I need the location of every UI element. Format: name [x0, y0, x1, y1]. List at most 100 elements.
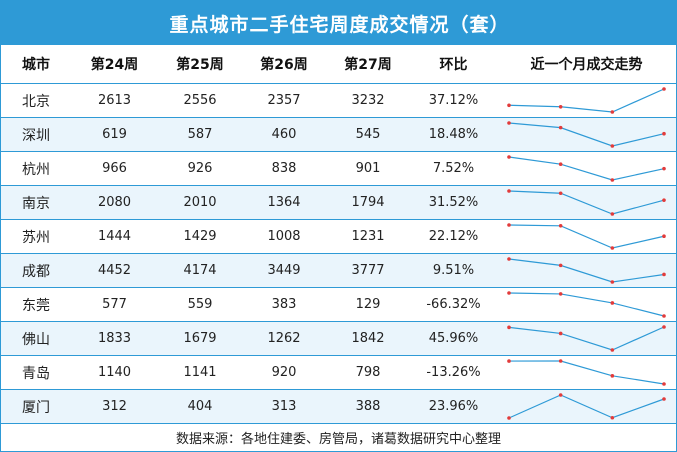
sparkline — [507, 189, 666, 216]
sparkline-point — [558, 359, 563, 363]
data-table: 城市 第24周 第25周 第26周 第27周 环比 近一个月成交走势 北京 261… — [1, 45, 676, 424]
sparkline-point — [558, 162, 563, 166]
city-cell: 南京 — [1, 185, 71, 220]
city-cell: 青岛 — [1, 355, 71, 390]
sparkline — [507, 393, 666, 420]
sparkline-point — [662, 397, 666, 401]
sparkline-point — [507, 103, 511, 108]
week-value-cell: 2010 — [158, 185, 242, 220]
week-value-cell: 460 — [242, 117, 326, 152]
week-value-cell: 313 — [242, 389, 326, 424]
week-value-cell: 966 — [71, 151, 158, 186]
sparkline-series-line — [508, 224, 665, 249]
column-header-week26: 第26周 — [242, 45, 326, 84]
sparkline-point — [662, 382, 666, 386]
change-cell: -66.32% — [410, 287, 497, 322]
week-value-cell: 1008 — [242, 219, 326, 254]
sparkline-point — [662, 272, 666, 277]
sparkline-cell — [497, 287, 676, 322]
sparkline-point — [507, 189, 511, 193]
week-value-cell: 1444 — [71, 219, 158, 254]
week-value-cell: 545 — [326, 117, 410, 152]
sparkline-point — [610, 415, 615, 420]
sparkline-point — [507, 121, 511, 125]
sparkline — [507, 257, 666, 284]
sparkline-point — [610, 374, 615, 378]
sparkline — [507, 359, 666, 386]
week-value-cell: 1679 — [158, 321, 242, 356]
week-value-cell: 388 — [326, 389, 410, 424]
sparkline-series-line — [508, 258, 665, 283]
table-row: 苏州 1444 1429 1008 1231 22.12% — [1, 219, 676, 254]
week-value-cell: 2556 — [158, 83, 242, 118]
week-value-cell: 798 — [326, 355, 410, 390]
sparkline-point — [610, 178, 615, 182]
column-header-week24: 第24周 — [71, 45, 158, 84]
week-value-cell: 1842 — [326, 321, 410, 356]
week-value-cell: 926 — [158, 151, 242, 186]
sparkline-point — [558, 263, 563, 268]
week-value-cell: 920 — [242, 355, 326, 390]
sparkline-cell — [497, 83, 676, 118]
sparkline-point — [558, 125, 563, 130]
column-header-city: 城市 — [1, 45, 71, 84]
sparkline-point — [558, 393, 563, 397]
week-value-cell: 3777 — [326, 253, 410, 288]
sparkline — [507, 291, 666, 318]
week-value-cell: 4174 — [158, 253, 242, 288]
change-cell: 23.96% — [410, 389, 497, 424]
sparkline-cell — [497, 355, 676, 390]
table-row: 厦门 312 404 313 388 23.96% — [1, 389, 676, 424]
sparkline-point — [558, 292, 563, 296]
sparkline-point — [507, 223, 511, 227]
sparkline-point — [662, 325, 666, 329]
sparkline — [507, 325, 666, 352]
chart-title: 重点城市二手住宅周度成交情况（套） — [1, 1, 677, 45]
change-cell: 18.48% — [410, 117, 497, 152]
table-row: 南京 2080 2010 1364 1794 31.52% — [1, 185, 676, 220]
sparkline-series-line — [508, 394, 665, 419]
column-header-change: 环比 — [410, 45, 497, 84]
city-cell: 杭州 — [1, 151, 71, 186]
week-value-cell: 901 — [326, 151, 410, 186]
sparkline-point — [507, 359, 511, 363]
table-row: 深圳 619 587 460 545 18.48% — [1, 117, 676, 152]
sparkline-cell — [497, 151, 676, 186]
table-row: 青岛 1140 1141 920 798 -13.26% — [1, 355, 676, 390]
sparkline-point — [662, 131, 666, 136]
table-row: 东莞 577 559 383 129 -66.32% — [1, 287, 676, 322]
sparkline — [507, 223, 666, 250]
week-value-cell: 1429 — [158, 219, 242, 254]
change-cell: 31.52% — [410, 185, 497, 220]
sparkline-point — [610, 280, 615, 284]
week-value-cell: 1364 — [242, 185, 326, 220]
week-value-cell: 1262 — [242, 321, 326, 356]
column-header-week27: 第27周 — [326, 45, 410, 84]
sparkline — [507, 155, 666, 182]
sparkline-point — [610, 246, 615, 250]
sparkline-series-line — [508, 88, 665, 113]
sparkline — [507, 87, 666, 114]
sparkline-cell — [497, 219, 676, 254]
change-cell: 7.52% — [410, 151, 497, 186]
sparkline-point — [662, 314, 666, 318]
sparkline-point — [610, 348, 615, 352]
sparkline-cell — [497, 389, 676, 424]
week-value-cell: 838 — [242, 151, 326, 186]
source-note: 数据来源：各地住建委、房管局，诸葛数据研究中心整理 — [175, 431, 501, 447]
week-value-cell: 404 — [158, 389, 242, 424]
sparkline-point — [662, 234, 666, 239]
column-header-trend: 近一个月成交走势 — [497, 45, 676, 84]
change-cell: 37.12% — [410, 83, 497, 118]
sparkline-point — [662, 87, 666, 91]
week-value-cell: 2080 — [71, 185, 158, 220]
sparkline-point — [507, 257, 511, 261]
sparkline-point — [610, 212, 615, 216]
week-value-cell: 1141 — [158, 355, 242, 390]
change-cell: 9.51% — [410, 253, 497, 288]
week-value-cell: 1140 — [71, 355, 158, 390]
week-value-cell: 129 — [326, 287, 410, 322]
week-value-cell: 383 — [242, 287, 326, 322]
city-cell: 深圳 — [1, 117, 71, 152]
sparkline-series-line — [508, 122, 665, 147]
